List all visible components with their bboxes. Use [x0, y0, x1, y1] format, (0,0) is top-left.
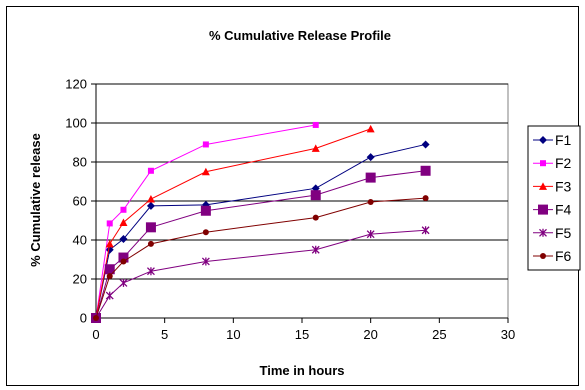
- y-axis-title: % Cumulative release: [28, 133, 43, 267]
- legend-item-f2: F2: [533, 155, 572, 171]
- data-point-f4: [104, 264, 115, 275]
- legend-marker: [539, 182, 547, 190]
- data-point-f5: [105, 291, 114, 300]
- data-point-f1: [366, 153, 375, 162]
- y-tick-label: 100: [65, 116, 87, 131]
- data-point-f2: [202, 141, 209, 148]
- data-point-f4: [145, 222, 156, 233]
- data-point-f6: [93, 315, 99, 321]
- data-point-f5: [119, 278, 128, 287]
- series-group: [91, 121, 431, 323]
- gridlines: [96, 83, 508, 280]
- y-tick-label: 60: [73, 194, 87, 209]
- data-point-f4: [118, 252, 129, 263]
- data-point-f5: [366, 230, 375, 239]
- legend-item-f4: F4: [533, 202, 572, 218]
- legend-item-f5: F5: [533, 225, 572, 241]
- legend-label: F1: [555, 132, 572, 148]
- y-tick-label: 0: [80, 311, 87, 326]
- legend-item-f6: F6: [533, 248, 572, 264]
- data-point-f3: [105, 239, 114, 248]
- data-point-f5: [146, 267, 155, 276]
- x-tick-label: 10: [226, 327, 240, 342]
- legend-label: F3: [555, 178, 572, 194]
- data-point-f6: [422, 195, 429, 202]
- data-point-f3: [366, 124, 375, 133]
- y-tick-label: 20: [73, 272, 87, 287]
- x-tick-label: 5: [161, 327, 168, 342]
- data-point-f6: [312, 214, 319, 221]
- data-point-f5: [421, 226, 430, 235]
- x-axis-title: Time in hours: [260, 363, 345, 378]
- series-line-f6: [95, 197, 426, 319]
- data-point-f2: [120, 206, 127, 213]
- data-point-f1: [421, 140, 430, 149]
- chart-title: % Cumulative Release Profile: [209, 28, 391, 43]
- x-tick-label: 15: [295, 327, 309, 342]
- y-tick-label: 80: [73, 155, 87, 170]
- x-tick-label: 0: [92, 327, 99, 342]
- data-point-f1: [119, 235, 128, 244]
- axes: 0 20 40 60 80 100 120 0 5 10 15 20 25 30: [65, 77, 515, 343]
- series-f3: [92, 124, 375, 322]
- data-point-f6: [367, 198, 374, 205]
- x-tick-label: 20: [363, 327, 377, 342]
- data-point-f6: [106, 273, 113, 280]
- data-point-f5: [201, 257, 210, 266]
- data-point-f4: [200, 205, 211, 216]
- series-line-f1: [95, 143, 426, 319]
- data-point-f1: [146, 201, 155, 210]
- legend-marker: [540, 253, 546, 259]
- legend-marker: [539, 228, 547, 237]
- x-tick-label: 30: [501, 327, 515, 342]
- legend-label: F5: [555, 225, 572, 241]
- data-point-f3: [146, 195, 155, 203]
- x-tick-label: 25: [432, 327, 446, 342]
- data-point-f6: [202, 229, 209, 236]
- data-point-f3: [119, 218, 128, 226]
- y-tick-label: 120: [65, 77, 87, 92]
- data-point-f2: [106, 220, 113, 227]
- series-f5: [92, 226, 430, 322]
- legend-label: F6: [555, 248, 572, 264]
- series-f6: [93, 195, 429, 321]
- legend-box: [527, 125, 581, 271]
- legend-marker: [539, 136, 547, 144]
- data-point-f6: [120, 258, 127, 265]
- data-point-f2: [147, 167, 154, 174]
- y-tick-label: 40: [73, 233, 87, 248]
- series-line-f2: [95, 124, 316, 319]
- data-point-f6: [147, 240, 154, 247]
- data-point-f4: [310, 190, 321, 201]
- legend-label: F4: [555, 202, 572, 218]
- data-point-f3: [201, 167, 210, 176]
- data-point-f1: [105, 245, 114, 254]
- legend-label: F2: [555, 155, 572, 171]
- data-point-f4: [420, 165, 431, 176]
- data-point-f3: [311, 144, 320, 152]
- legend-marker: [540, 160, 546, 167]
- legend: F1 F2 F3 F4 F5 F6: [533, 132, 572, 264]
- legend-marker: [538, 204, 548, 215]
- legend-item-f3: F3: [533, 178, 572, 194]
- data-point-f5: [311, 245, 320, 254]
- data-point-f4: [365, 172, 376, 183]
- data-point-f2: [312, 121, 319, 128]
- legend-item-f1: F1: [533, 132, 572, 148]
